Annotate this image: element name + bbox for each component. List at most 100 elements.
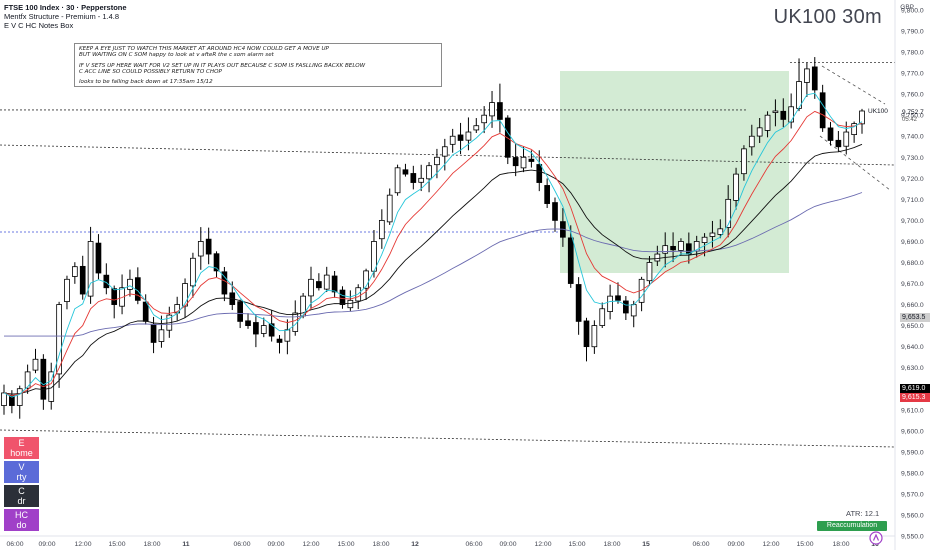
candle-body [607,295,613,312]
candle-body [497,102,503,120]
current-price-tag: 9,752.7 [902,109,924,116]
candle-body [32,358,39,371]
note-line-3: IF V SETS UP HERE WAIT FOR V2 SET UP IN … [79,62,366,69]
candle-body [197,241,204,257]
candle-body [95,242,102,274]
wedge-line-bottom [819,135,891,191]
tradingview-logo-icon [869,531,883,545]
candle-body [142,301,149,322]
x-tick-label: 06:00 [692,541,709,548]
x-tick-label: 12:00 [762,541,779,548]
candle-body [237,301,243,322]
candle-body [520,156,527,169]
candle-body [489,102,495,117]
candle-body [835,139,842,148]
candle-body [567,237,574,284]
currency-label: GBP [900,4,914,11]
candle-body [457,134,464,141]
side-box-hc[interactable]: HC do [4,509,39,531]
y-tick-label: 9,680.0 [901,260,924,267]
symbol-label: UK100 [868,108,888,115]
candle-body [111,288,118,305]
note-line-4: C ACC LINE SO COULD POSSIBLY RETURN TO C… [79,68,222,75]
x-tick-label: 09:00 [38,541,55,548]
candle-body [670,245,676,251]
y-tick-label: 9,610.0 [901,407,924,414]
y-tick-label: 9,660.0 [901,302,924,309]
candle-body [40,358,47,400]
candle-body [434,156,440,166]
candle-body [56,304,62,375]
candle-body [339,289,346,305]
candle-body [174,304,181,314]
candle-body [575,284,582,322]
candle-body [733,173,739,201]
candle-body [308,278,314,297]
candle-body [811,66,818,91]
candle-body [331,275,338,293]
x-tick-label: 18:00 [603,541,620,548]
candle-body [827,127,834,141]
x-tick-label: 15:00 [337,541,354,548]
x-tick-label: 15 [642,541,650,548]
y-tick-label: 9,550.0 [901,534,924,541]
candle-body [158,329,165,342]
x-tick-label: 06:00 [465,541,482,548]
y-tick-label: 9,800.0 [901,8,924,15]
y-tick-label: 9,590.0 [901,449,924,456]
candle-body [709,232,716,237]
candle-body [843,131,850,147]
y-tick-label: 9,770.0 [901,71,924,78]
candle-body [190,257,196,287]
candle-body [386,194,393,223]
candle-body [268,323,275,337]
candle-body [72,266,78,277]
candle-body [402,169,409,175]
candle-body [87,241,94,297]
x-tick-label: 18:00 [143,541,160,548]
trendline-upper [0,144,896,166]
atr-label: ATR: 12.1 [846,509,880,518]
candle-body [599,308,606,326]
candle-body [127,278,133,290]
x-tick-label: 12:00 [74,541,91,548]
note-line-5: looks to be falling back down at 17:35am… [79,79,213,86]
wedge-line-top [821,65,886,105]
candle-body [583,320,590,348]
x-tick-label: 15:00 [568,541,585,548]
candle-body [756,127,763,137]
candle-body [394,167,401,194]
y-tick-label: 9,570.0 [901,491,924,498]
x-tick-label: 06:00 [233,541,250,548]
candle-body [48,371,55,402]
candle-body [717,228,724,235]
candle-body [481,114,488,124]
candle-body [410,173,417,183]
candle-body [284,329,291,342]
ema-mid-line [3,110,863,396]
y-tick-label: 9,750.0 [901,113,924,120]
indicator-name: Mentfx Structure - Premium - 1.4.8 [4,12,120,21]
y-tick-label: 9,740.0 [901,134,924,141]
candle-body [418,177,425,183]
y-tick-label: 9,640.0 [901,344,924,351]
notes-box[interactable]: KEEP A EYE JUST TO WATCH THIS MARKET AT … [74,43,442,87]
candle-body [851,123,857,136]
candle-body [512,157,519,167]
note-line-2: BUT WAITING ON C SOM happy to look at v … [79,52,274,59]
candle-body [79,265,86,295]
candle-body [1,392,7,406]
x-tick-label: 11 [182,541,189,548]
symbol-watermark: UK100 30m [773,6,882,28]
candle-body [150,323,157,343]
ema-fast-line [3,92,863,398]
candle-body [213,253,220,272]
black-price-tag: 9,619.0 [900,384,930,393]
candle-body [16,388,23,406]
y-tick-label: 9,580.0 [901,470,924,477]
x-tick-label: 12:00 [534,541,551,548]
